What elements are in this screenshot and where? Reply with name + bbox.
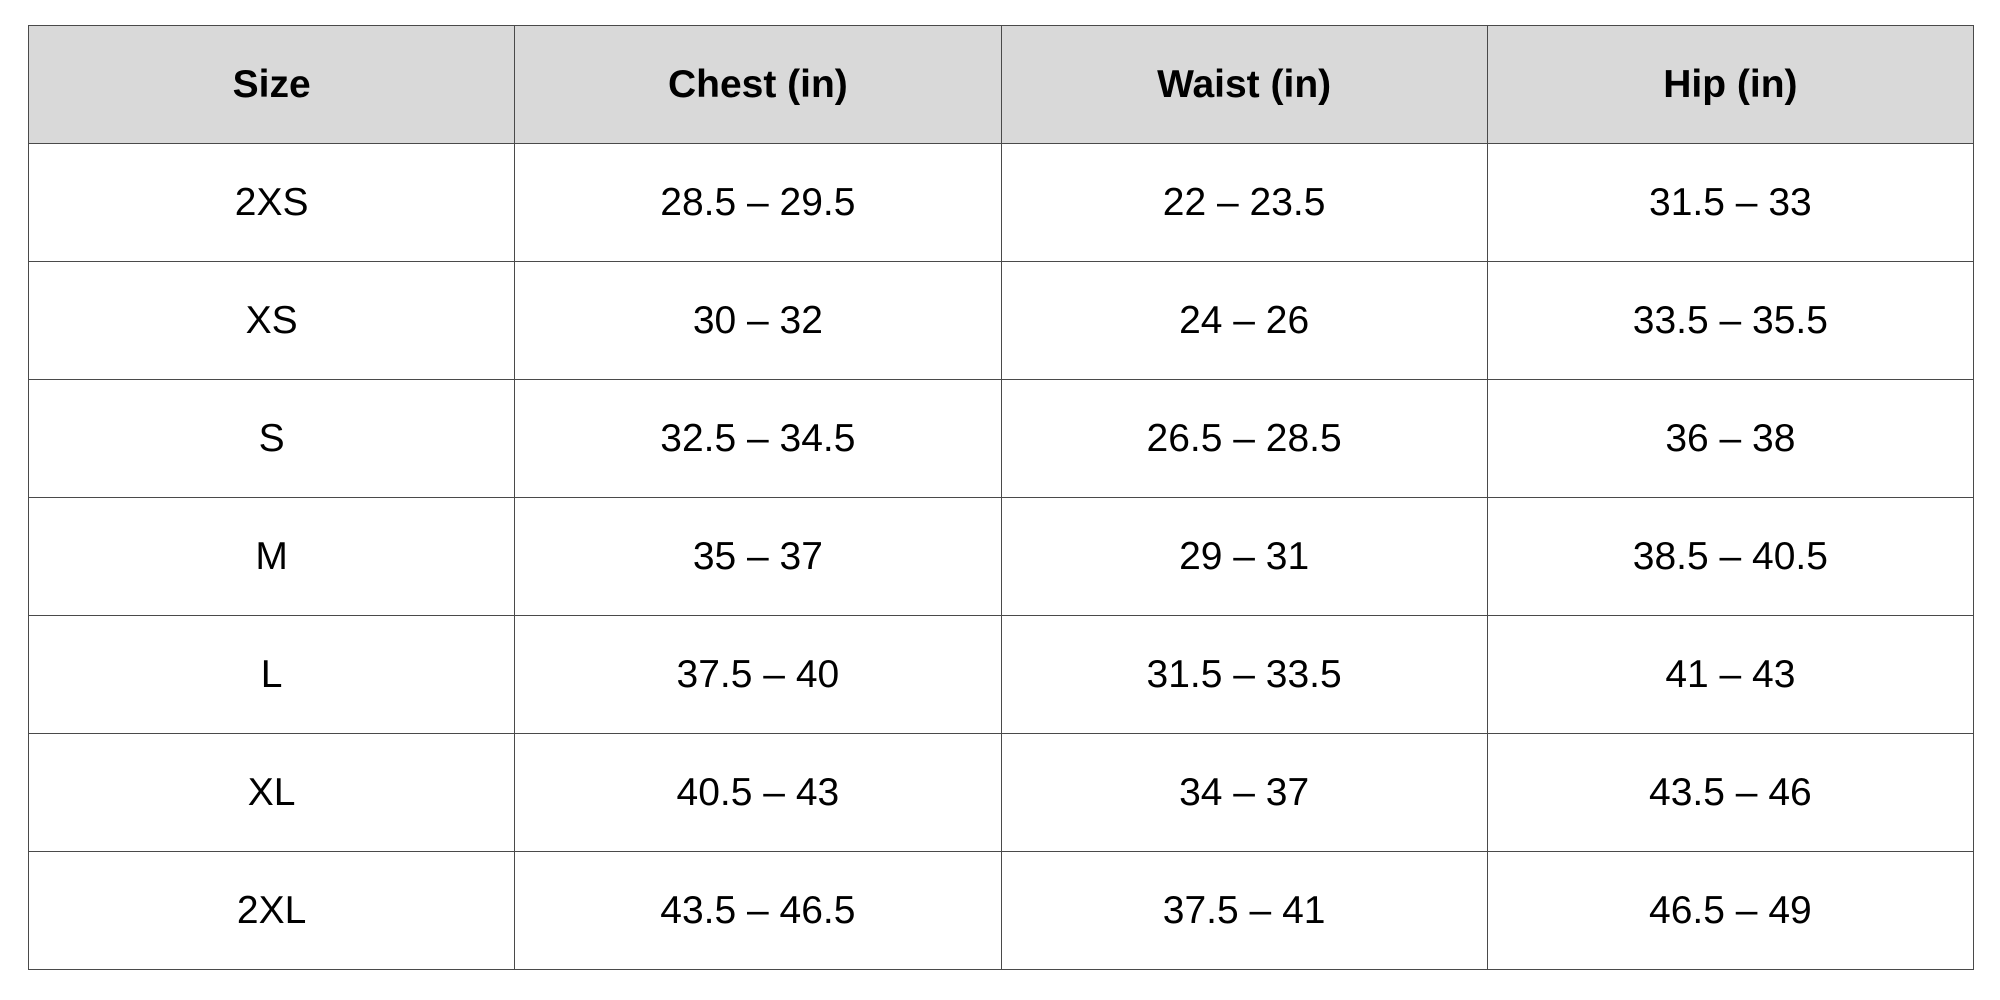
header-size: Size bbox=[27, 25, 516, 144]
waist-cell: 29 – 31 bbox=[1000, 497, 1488, 616]
hip-cell: 43.5 – 46 bbox=[1486, 733, 1975, 852]
waist-cell: 37.5 – 41 bbox=[1000, 851, 1488, 970]
table-row: XL 40.5 – 43 34 – 37 43.5 – 46 bbox=[27, 733, 1975, 852]
hip-cell: 36 – 38 bbox=[1486, 379, 1975, 498]
hip-cell: 41 – 43 bbox=[1486, 615, 1975, 734]
table-header: Size Chest (in) Waist (in) Hip (in) bbox=[27, 25, 1975, 144]
header-waist: Waist (in) bbox=[1000, 25, 1488, 144]
chest-cell: 35 – 37 bbox=[514, 497, 1002, 616]
hip-cell: 38.5 – 40.5 bbox=[1486, 497, 1975, 616]
table-row: L 37.5 – 40 31.5 – 33.5 41 – 43 bbox=[27, 615, 1975, 734]
header-chest: Chest (in) bbox=[514, 25, 1002, 144]
waist-cell: 34 – 37 bbox=[1000, 733, 1488, 852]
waist-cell: 31.5 – 33.5 bbox=[1000, 615, 1488, 734]
size-cell: M bbox=[27, 497, 516, 616]
size-chart-table: Size Chest (in) Waist (in) Hip (in) 2XS … bbox=[27, 25, 1975, 970]
table-body: 2XS 28.5 – 29.5 22 – 23.5 31.5 – 33 XS 3… bbox=[27, 143, 1975, 970]
waist-cell: 26.5 – 28.5 bbox=[1000, 379, 1488, 498]
header-row: Size Chest (in) Waist (in) Hip (in) bbox=[27, 25, 1975, 144]
size-cell: 2XL bbox=[27, 851, 516, 970]
chest-cell: 37.5 – 40 bbox=[514, 615, 1002, 734]
table-row: XS 30 – 32 24 – 26 33.5 – 35.5 bbox=[27, 261, 1975, 380]
header-hip: Hip (in) bbox=[1486, 25, 1975, 144]
table-row: 2XL 43.5 – 46.5 37.5 – 41 46.5 – 49 bbox=[27, 851, 1975, 970]
size-cell: 2XS bbox=[27, 143, 516, 262]
chest-cell: 43.5 – 46.5 bbox=[514, 851, 1002, 970]
table-row: M 35 – 37 29 – 31 38.5 – 40.5 bbox=[27, 497, 1975, 616]
size-cell: XS bbox=[27, 261, 516, 380]
chest-cell: 28.5 – 29.5 bbox=[514, 143, 1002, 262]
waist-cell: 24 – 26 bbox=[1000, 261, 1488, 380]
hip-cell: 46.5 – 49 bbox=[1486, 851, 1975, 970]
hip-cell: 33.5 – 35.5 bbox=[1486, 261, 1975, 380]
size-cell: XL bbox=[27, 733, 516, 852]
table-row: S 32.5 – 34.5 26.5 – 28.5 36 – 38 bbox=[27, 379, 1975, 498]
chest-cell: 40.5 – 43 bbox=[514, 733, 1002, 852]
waist-cell: 22 – 23.5 bbox=[1000, 143, 1488, 262]
hip-cell: 31.5 – 33 bbox=[1486, 143, 1975, 262]
size-cell: S bbox=[27, 379, 516, 498]
table-row: 2XS 28.5 – 29.5 22 – 23.5 31.5 – 33 bbox=[27, 143, 1975, 262]
size-cell: L bbox=[27, 615, 516, 734]
chest-cell: 30 – 32 bbox=[514, 261, 1002, 380]
chest-cell: 32.5 – 34.5 bbox=[514, 379, 1002, 498]
